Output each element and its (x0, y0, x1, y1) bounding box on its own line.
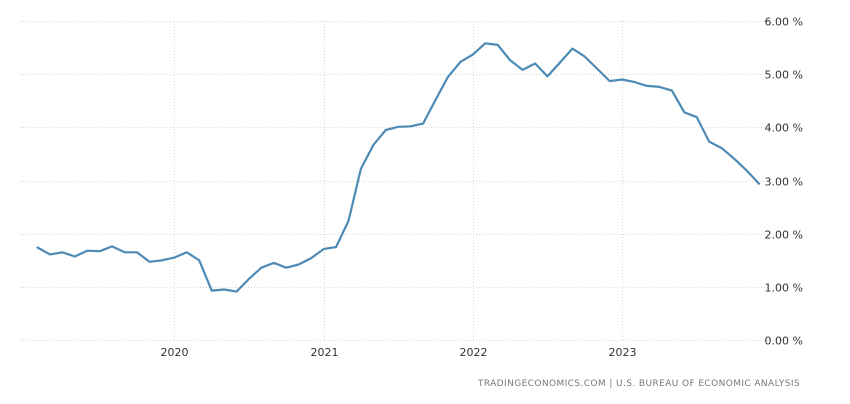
y-gridlines (20, 21, 770, 341)
y-tick-label: 2.00 % (765, 229, 803, 242)
x-tick-label: 2020 (161, 346, 189, 359)
x-tick-label: 2023 (609, 346, 637, 359)
y-tick-label: 3.00 % (765, 176, 803, 189)
source-credit: TRADINGECONOMICS.COM | U.S. BUREAU OF EC… (477, 379, 800, 389)
x-gridlines (174, 21, 623, 340)
y-tick-label: 1.00 % (765, 282, 803, 295)
y-tick-label: 0.00 % (765, 335, 803, 348)
series-line (36, 42, 761, 293)
y-tick-label: 5.00 % (765, 69, 803, 82)
x-tick-label: 2022 (460, 346, 488, 359)
series-layer (36, 42, 761, 293)
y-tick-label: 6.00 % (765, 16, 803, 29)
x-tick-labels: 2020 2021 2022 2023 (161, 346, 637, 359)
x-tick-label: 2021 (311, 346, 339, 359)
y-tick-labels: 0.00 % 1.00 % 2.00 % 3.00 % 4.00 % 5.00 % 6.00… (765, 16, 803, 348)
y-tick-label: 4.00 % (765, 122, 803, 135)
